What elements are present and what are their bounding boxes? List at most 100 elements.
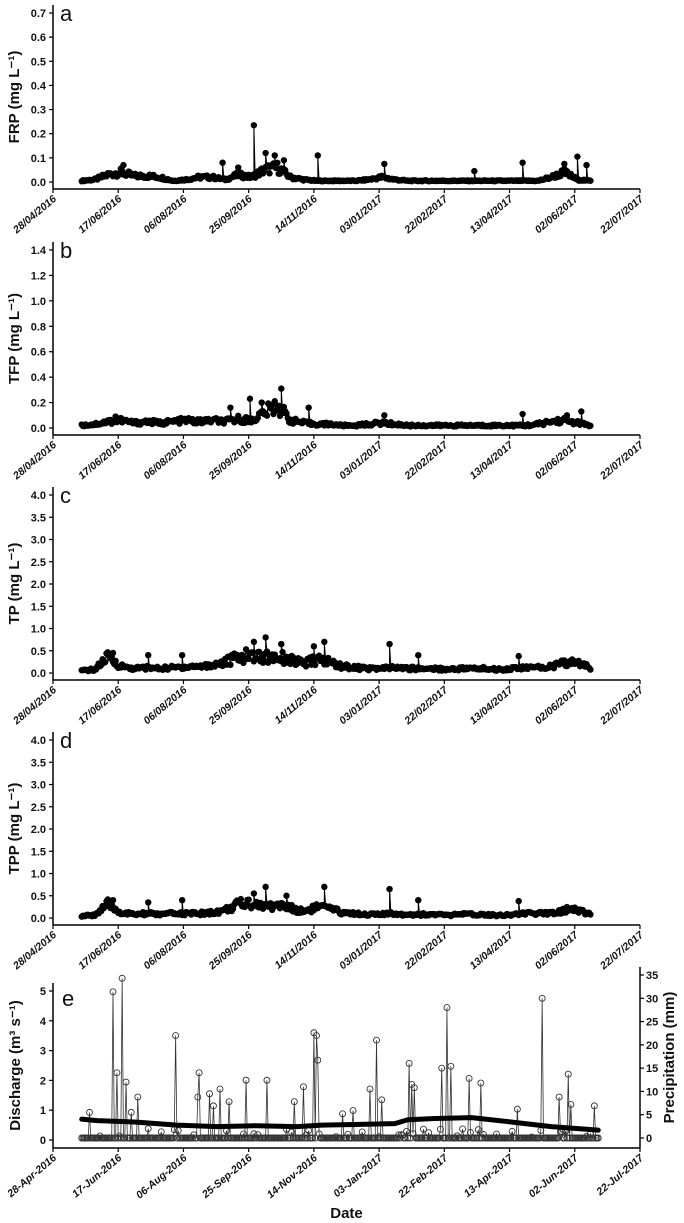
precipitation-point: [263, 1076, 271, 1084]
x-tick-label: 14/11/2016: [272, 193, 319, 236]
y-tick-label: 4.0: [31, 735, 46, 747]
data-point: [242, 646, 250, 653]
x-tick-label: 25/09/2016: [206, 929, 255, 973]
precipitation-point: [395, 1131, 403, 1139]
precipitation-point: [249, 1134, 257, 1142]
precipitation-point: [156, 1134, 164, 1142]
data-point: [587, 666, 594, 673]
y-tick-label: 1: [40, 1105, 46, 1117]
panel-label: a: [60, 1, 73, 26]
y-tick-label: 4: [40, 1016, 47, 1028]
data-point: [287, 660, 294, 668]
precipitation-point: [134, 1093, 142, 1101]
data-point: [381, 160, 388, 168]
x-tick-label: 22/07/2017: [597, 683, 647, 727]
y-tick-label: 1.2: [31, 270, 46, 282]
precipitation-point: [113, 1069, 121, 1077]
x-tick-label: 25/09/2016: [206, 193, 255, 237]
x-tick-label: 02-Jun-2017: [526, 1151, 581, 1200]
y-tick-label: 1.5: [31, 846, 46, 858]
precipitation-point: [401, 1134, 409, 1142]
data-point: [274, 159, 281, 167]
precipitation-point: [465, 1074, 473, 1082]
precipitation-point: [378, 1096, 386, 1104]
x-tick-label: 28/04/2016: [10, 684, 59, 728]
precipitation-point: [109, 988, 117, 996]
y-tick-label: 0.8: [31, 321, 46, 333]
y-tick-label-right: 10: [646, 1086, 658, 1098]
y-tick-label: 1.0: [31, 624, 46, 636]
precipitation-point: [309, 1134, 317, 1142]
y-tick-label: 0.4: [31, 372, 47, 384]
y-axis-title: TFP (mg L⁻¹): [6, 293, 23, 384]
precipitation-point: [169, 1134, 177, 1142]
precipitation-point: [281, 1134, 289, 1142]
panel-a: 0.0 0.1 0.2 0.3 0.4 0.5 0.6 0.7 28/04/2016 17/06/…: [6, 1, 647, 237]
precipitation-point: [144, 1125, 152, 1133]
precipitation-point: [238, 1134, 246, 1142]
precipitation-point: [536, 1134, 544, 1142]
x-tick-label: 22/02/2017: [402, 438, 452, 482]
data-point: [145, 899, 152, 906]
precipitation-point: [303, 1134, 311, 1142]
data-point: [266, 170, 273, 177]
precipitation-point: [508, 1127, 516, 1135]
x-tick-label: 03/01/2017: [337, 438, 386, 482]
precipitation-point: [343, 1134, 350, 1142]
precipitation-point: [204, 1134, 212, 1142]
y-tick-label-right: 5: [646, 1110, 652, 1122]
data-point: [235, 164, 242, 171]
y-axis-title: Discharge (m³ s⁻¹): [7, 1000, 24, 1130]
precipitation-point: [513, 1105, 521, 1113]
data-point: [563, 412, 571, 419]
precipitation-point: [365, 1134, 373, 1142]
precipitation-point: [459, 1125, 467, 1133]
x-tick-label: 03/01/2017: [337, 928, 386, 972]
precipitation-point: [189, 1134, 197, 1142]
x-tick-label: 03/01/2017: [337, 683, 386, 727]
precipitation-point: [403, 1127, 410, 1135]
precipitation-point: [447, 1062, 455, 1070]
x-tick-label: 28/04/2016: [10, 439, 59, 483]
data-point: [246, 395, 254, 402]
x-tick-label: 22-Jul-2017: [594, 1151, 647, 1198]
precipitation-point: [554, 1134, 562, 1142]
precipitation-point: [473, 1134, 481, 1142]
precipitation-point: [290, 1098, 298, 1106]
y-tick-label: 1.5: [31, 601, 46, 613]
y-tick-label: 0.7: [31, 8, 46, 20]
data-point: [310, 643, 318, 650]
x-tick-label: 14/11/2016: [272, 684, 319, 727]
y-tick-label-right: 15: [646, 1063, 658, 1075]
precipitation-point: [339, 1110, 347, 1118]
data-point: [321, 638, 328, 646]
precipitation-point: [375, 1133, 383, 1141]
precipitation-point: [594, 1134, 602, 1142]
data-point: [515, 897, 522, 905]
y-tick-label: 0.1: [31, 153, 46, 165]
y-tick-label-right: 30: [646, 993, 658, 1005]
x-tick-label: 03-Jan-2017: [331, 1151, 386, 1200]
data-point: [321, 883, 328, 891]
data-point: [280, 157, 288, 164]
precipitation-point: [193, 1134, 200, 1142]
y-tick-label: 5: [40, 986, 46, 998]
precipitation-point: [126, 1134, 134, 1142]
precipitation-point: [564, 1070, 572, 1078]
data-point: [249, 649, 256, 656]
data-point: [219, 159, 226, 166]
data-point: [109, 897, 117, 904]
x-tick-label: 13/04/2017: [468, 928, 517, 972]
y-axis-title: FRP (mg L⁻¹): [6, 51, 23, 144]
data-point: [587, 177, 594, 184]
data-point: [515, 652, 522, 660]
precipitation-point: [404, 1134, 412, 1142]
data-point: [263, 412, 271, 419]
y-axis-title-right: Precipitation (mm): [661, 992, 678, 1124]
data-point: [245, 655, 252, 663]
data-point: [101, 658, 109, 666]
data-point: [302, 663, 310, 670]
precipitation-point: [457, 1134, 465, 1142]
data-point: [561, 160, 568, 168]
y-tick-label: 0.6: [31, 32, 46, 44]
